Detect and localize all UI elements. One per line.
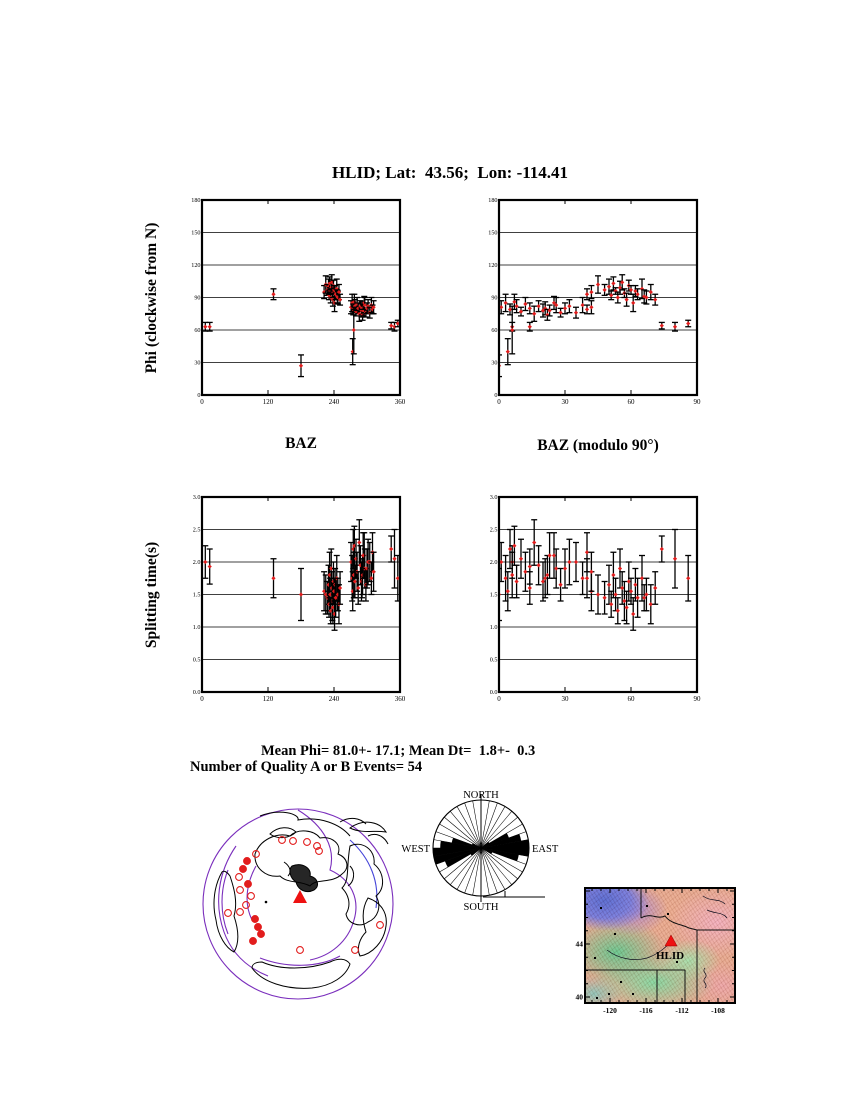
state-boundaries <box>585 888 735 1003</box>
plot-data-points <box>498 519 692 631</box>
svg-text:30: 30 <box>562 695 570 703</box>
svg-text:44: 44 <box>576 940 584 949</box>
svg-text:2.0: 2.0 <box>490 559 498 566</box>
map-station-label: HLID <box>656 950 684 962</box>
rose-label-east: EAST <box>532 844 559 855</box>
topo-map: -120 -116 -112 -108 44 40 HLID <box>576 887 736 1015</box>
topo-map-terrain <box>585 888 735 1003</box>
globe-map <box>202 808 394 1000</box>
svg-text:40: 40 <box>576 993 584 1002</box>
svg-text:0: 0 <box>494 392 497 399</box>
svg-text:360: 360 <box>395 695 406 703</box>
plot-data-points <box>202 519 401 631</box>
svg-text:120: 120 <box>263 398 274 406</box>
svg-text:-108: -108 <box>711 1006 725 1015</box>
svg-text:180: 180 <box>191 197 200 204</box>
rose-label-north: NORTH <box>463 790 499 801</box>
plot-svg-dt-mod: 0.0 0.5 1.0 1.5 2.0 2.5 3.0 0 30 60 90 <box>490 494 702 703</box>
plot-dt-vs-baz-mod90: 0.0 0.5 1.0 1.5 2.0 2.5 3.0 0 30 60 90 <box>469 487 719 719</box>
svg-text:3.0: 3.0 <box>490 494 498 501</box>
svg-text:0: 0 <box>200 695 204 703</box>
svg-text:0: 0 <box>200 398 204 406</box>
page-title: HLID; Lat: 43.56; Lon: -114.41 <box>331 163 569 182</box>
plot-data-points <box>498 274 692 378</box>
svg-text:150: 150 <box>191 230 200 237</box>
plot-svg-dt-baz: 0.0 0.5 1.0 1.5 2.0 2.5 3.0 0 120 240 360 <box>193 494 406 703</box>
svg-text:60: 60 <box>194 327 200 334</box>
svg-text:0.0: 0.0 <box>193 689 201 696</box>
svg-text:2.0: 2.0 <box>193 559 201 566</box>
svg-text:90: 90 <box>694 695 702 703</box>
svg-text:2.5: 2.5 <box>193 527 201 534</box>
globe-plate-boundaries <box>202 808 394 1000</box>
svg-text:2.5: 2.5 <box>490 527 498 534</box>
svg-text:360: 360 <box>395 398 406 406</box>
svg-text:-112: -112 <box>675 1006 689 1015</box>
svg-text:60: 60 <box>628 398 636 406</box>
rose-scale-bar <box>483 891 545 898</box>
rose-label-west: WEST <box>401 844 430 855</box>
svg-text:30: 30 <box>491 360 497 367</box>
station-triangle-icon <box>293 890 307 903</box>
svg-text:0: 0 <box>497 695 501 703</box>
plot-phi-vs-baz: 0 30 60 90 120 150 180 0 120 240 360 <box>172 190 422 422</box>
svg-text:1.0: 1.0 <box>490 624 498 631</box>
svg-text:90: 90 <box>491 295 497 302</box>
svg-text:0: 0 <box>497 398 501 406</box>
svg-text:-116: -116 <box>639 1006 653 1015</box>
svg-text:1.5: 1.5 <box>490 592 498 599</box>
globe-event-markers <box>224 836 384 954</box>
x-axis-label-baz-mod90: BAZ (modulo 90°) <box>537 437 659 454</box>
svg-text:150: 150 <box>488 230 497 237</box>
map-station-dots <box>594 905 678 999</box>
globe-outline-circle <box>202 808 394 1000</box>
map-graticule-ticks: -120 -116 -112 -108 44 40 <box>576 888 735 1015</box>
y-axis-label-splitting-time: Splitting time(s) <box>143 541 160 649</box>
plot-svg-phi-baz: 0 30 60 90 120 150 180 0 120 240 360 <box>191 197 406 406</box>
svg-text:90: 90 <box>694 398 702 406</box>
rose-sectors <box>432 794 530 902</box>
rose-label-south: SOUTH <box>463 902 498 913</box>
globe-coastlines <box>213 811 389 989</box>
x-axis-label-baz: BAZ <box>285 435 317 452</box>
map-border <box>584 887 736 1004</box>
svg-text:240: 240 <box>329 695 340 703</box>
svg-text:0.0: 0.0 <box>490 689 498 696</box>
plot-data-points <box>202 274 401 378</box>
y-axis-label-phi: Phi (clockwise from N) <box>143 222 160 374</box>
svg-text:60: 60 <box>628 695 636 703</box>
svg-text:30: 30 <box>194 360 200 367</box>
svg-text:180: 180 <box>488 197 497 204</box>
event-count-text: Number of Quality A or B Events= 54 <box>190 759 423 775</box>
svg-text:3.0: 3.0 <box>193 494 201 501</box>
svg-text:0.5: 0.5 <box>490 657 498 664</box>
svg-text:120: 120 <box>263 695 274 703</box>
svg-text:90: 90 <box>194 295 200 302</box>
svg-text:120: 120 <box>191 262 200 269</box>
svg-text:1.5: 1.5 <box>193 592 201 599</box>
plot-svg-phi-mod: 0 30 60 90 120 150 180 0 30 60 90 <box>488 197 702 406</box>
svg-text:60: 60 <box>491 327 497 334</box>
mean-values-text: Mean Phi= 81.0+- 17.1; Mean Dt= 1.8+- 0.… <box>261 743 536 759</box>
svg-text:1.0: 1.0 <box>193 624 201 631</box>
svg-text:-120: -120 <box>603 1006 617 1015</box>
rose-diagram: NORTH SOUTH WEST EAST <box>401 790 559 913</box>
svg-text:240: 240 <box>329 398 340 406</box>
plot-phi-vs-baz-mod90: 0 30 60 90 120 150 180 0 30 60 90 <box>469 190 719 422</box>
svg-text:30: 30 <box>562 398 570 406</box>
map-station-triangle-icon <box>664 934 678 947</box>
plot-dt-vs-baz: 0.0 0.5 1.0 1.5 2.0 2.5 3.0 0 120 240 360 <box>172 487 422 719</box>
svg-text:0.5: 0.5 <box>193 657 201 664</box>
svg-text:0: 0 <box>197 392 200 399</box>
svg-text:120: 120 <box>488 262 497 269</box>
